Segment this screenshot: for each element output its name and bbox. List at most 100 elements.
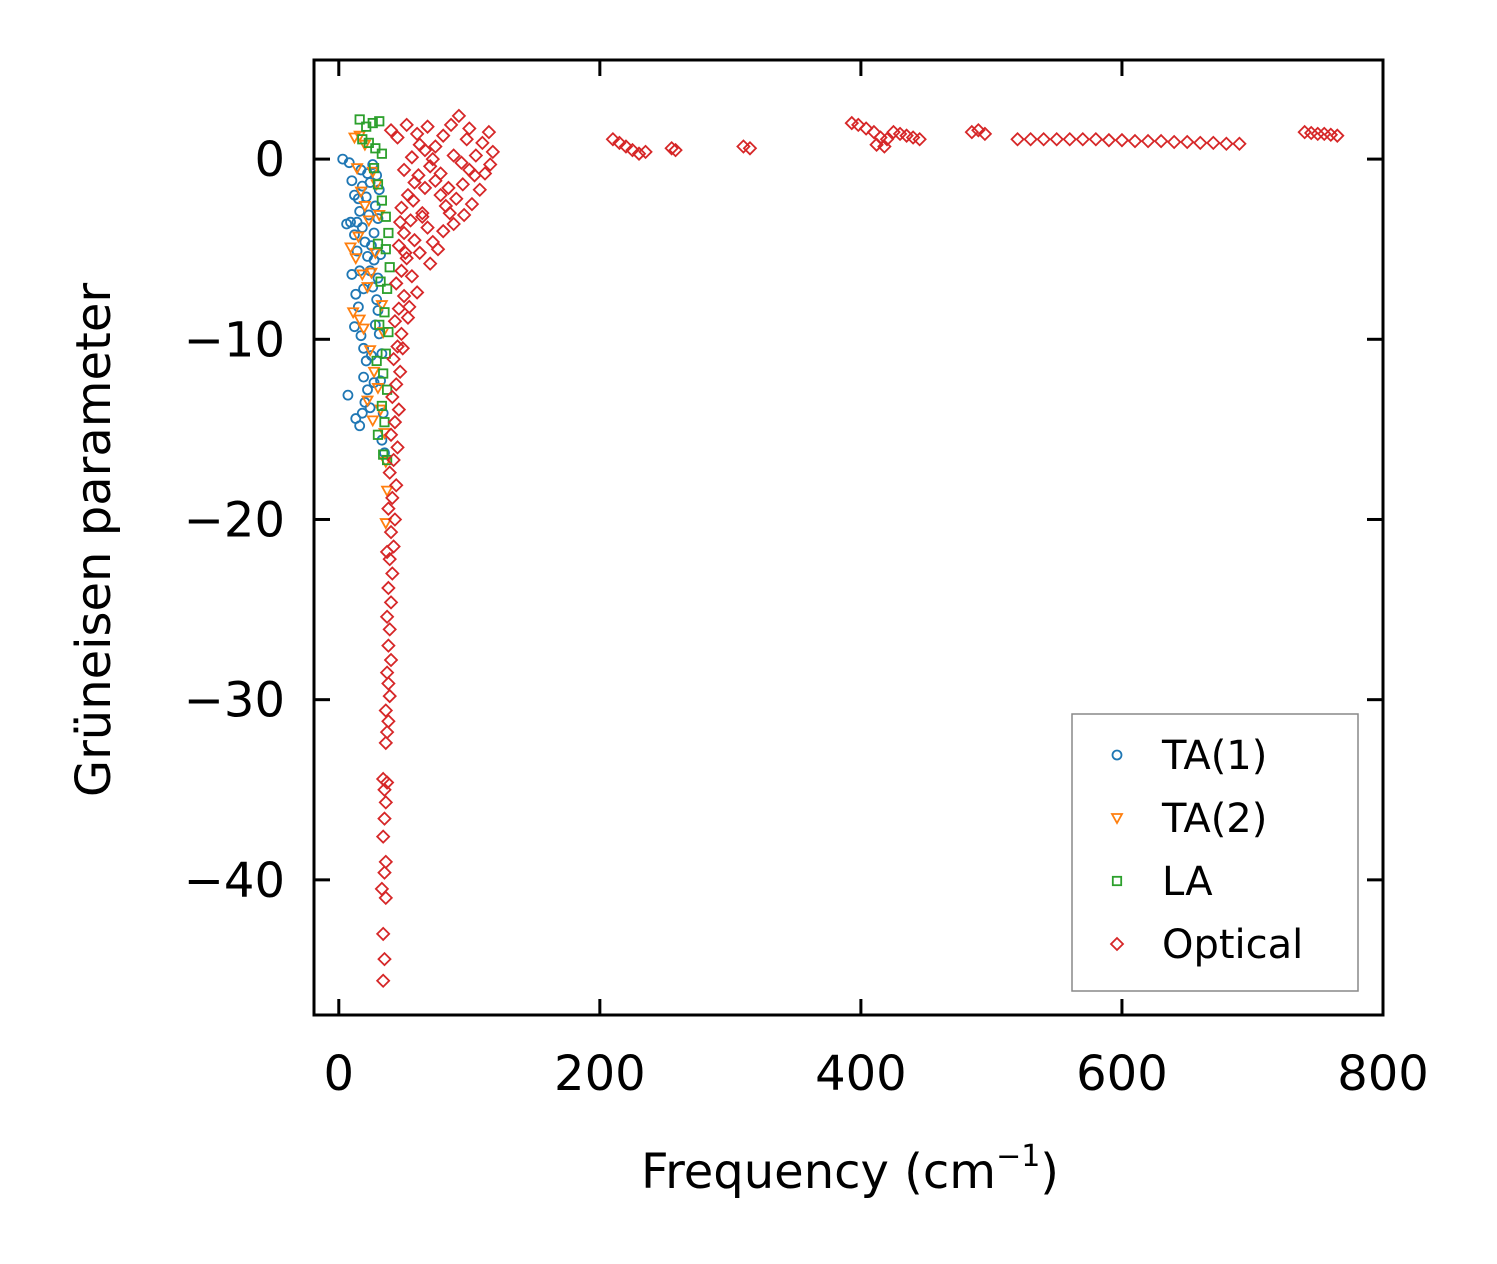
- data-point: [396, 225, 412, 241]
- data-point: [350, 288, 362, 300]
- data-point: [385, 566, 400, 581]
- data-point: [383, 123, 399, 138]
- data-point: [383, 652, 399, 668]
- data-point: [345, 216, 356, 228]
- data-point: [377, 865, 392, 880]
- data-point: [638, 144, 653, 160]
- data-point: [375, 829, 391, 844]
- data-point: [379, 724, 395, 740]
- data-point: [417, 142, 433, 158]
- data-point: [375, 375, 386, 387]
- legend-label: TA(2): [1161, 796, 1267, 842]
- data-point: [375, 926, 391, 942]
- legend-label: TA(1): [1161, 733, 1267, 779]
- data-point: [376, 148, 387, 159]
- data-point: [477, 166, 493, 181]
- data-point: [1010, 132, 1025, 147]
- data-point: [368, 227, 380, 239]
- data-point: [402, 299, 417, 315]
- data-point: [379, 665, 395, 680]
- data-point: [391, 301, 407, 316]
- x-tick-label: 200: [554, 1046, 646, 1102]
- data-point: [381, 501, 396, 516]
- data-point: [379, 609, 395, 625]
- data-point: [381, 580, 396, 596]
- series-la: [354, 114, 395, 466]
- x-axis-title-close: ): [1040, 1144, 1059, 1200]
- data-point: [357, 323, 371, 336]
- data-point: [362, 215, 376, 228]
- y-tick-label: −20: [184, 492, 285, 548]
- data-point: [394, 326, 409, 342]
- data-point: [358, 342, 369, 354]
- data-point: [352, 301, 364, 313]
- data-point: [358, 201, 372, 213]
- data-point: [451, 108, 467, 124]
- data-point: [417, 180, 433, 196]
- data-point: [1140, 133, 1156, 149]
- data-point: [625, 142, 640, 158]
- data-point: [353, 314, 367, 327]
- data-point: [379, 775, 395, 790]
- data-point: [428, 173, 443, 188]
- data-point: [381, 283, 393, 294]
- data-point: [355, 269, 369, 282]
- data-point: [433, 166, 448, 181]
- data-point: [869, 137, 884, 152]
- data-point: [366, 415, 380, 428]
- data-point: [379, 417, 390, 428]
- data-point: [964, 124, 980, 140]
- data-point: [1088, 132, 1104, 147]
- data-point: [364, 402, 376, 414]
- data-point: [387, 314, 403, 329]
- data-point: [742, 141, 758, 156]
- data-point: [411, 168, 426, 183]
- data-point: [355, 330, 367, 342]
- y-tick-label: −30: [184, 673, 285, 729]
- data-point: [892, 126, 908, 142]
- x-tick-label: 400: [815, 1046, 907, 1102]
- legend-entry: Optical: [1109, 922, 1303, 968]
- data-point: [378, 368, 389, 379]
- data-point: [415, 205, 430, 221]
- data-point: [383, 427, 399, 443]
- data-point: [475, 135, 490, 151]
- data-point: [899, 128, 914, 143]
- data-point: [386, 452, 401, 468]
- data-point: [356, 222, 368, 233]
- data-point: [612, 135, 627, 151]
- data-point: [349, 253, 363, 266]
- data-point: [396, 162, 412, 178]
- data-point: [375, 771, 391, 787]
- legend-label: Optical: [1162, 922, 1303, 968]
- data-point: [364, 267, 378, 280]
- data-point: [349, 321, 360, 333]
- data-point: [409, 126, 425, 142]
- data-point: [371, 294, 383, 306]
- data-point: [1166, 134, 1182, 150]
- data-point: [844, 115, 860, 131]
- series-optical: [374, 108, 1345, 989]
- data-point: [464, 196, 480, 212]
- data-point: [631, 146, 647, 161]
- data-point: [912, 132, 927, 147]
- data-point: [398, 245, 413, 261]
- data-point: [1036, 132, 1051, 147]
- plot-frame: [312, 58, 1385, 1017]
- data-point: [456, 207, 472, 223]
- data-point: [351, 231, 365, 244]
- data-point: [375, 276, 386, 287]
- data-point: [379, 307, 390, 318]
- legend-entry: TA(1): [1111, 733, 1267, 779]
- data-point: [391, 238, 407, 253]
- data-point: [395, 341, 411, 356]
- y-axis-title: Grüneisen parameter: [66, 283, 122, 798]
- data-point: [378, 795, 394, 810]
- data-point: [877, 139, 892, 154]
- data-point: [375, 973, 391, 989]
- data-point: [472, 182, 488, 198]
- data-point: [420, 220, 435, 235]
- data-point: [372, 179, 384, 190]
- data-point: [1153, 133, 1169, 149]
